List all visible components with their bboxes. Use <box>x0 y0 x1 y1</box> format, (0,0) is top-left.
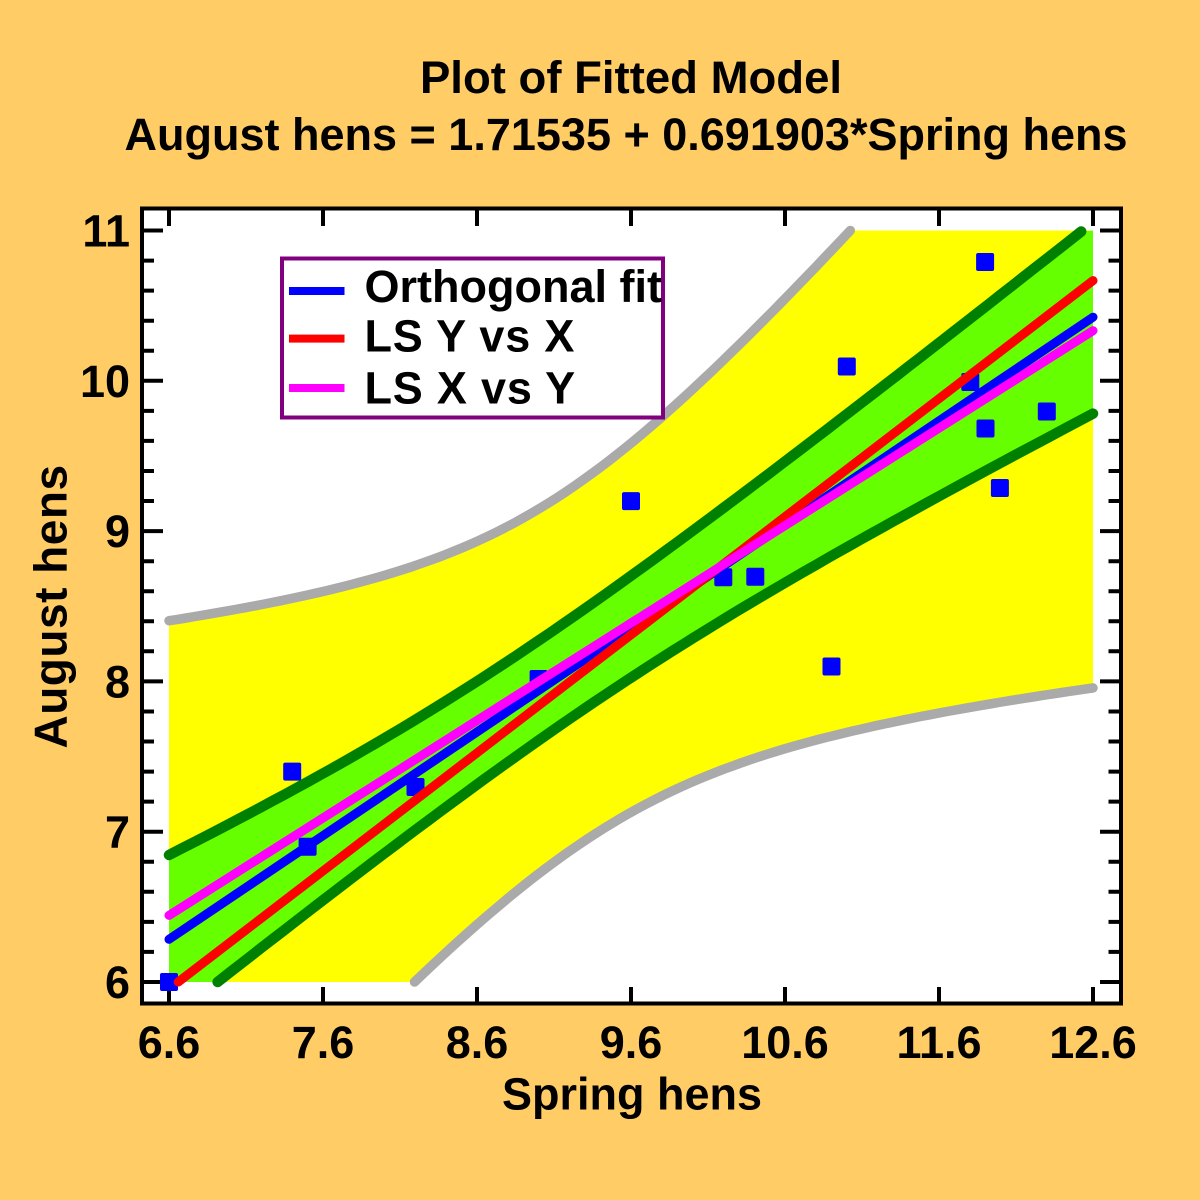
svg-text:Orthogonal fit: Orthogonal fit <box>365 261 662 312</box>
svg-text:9.6: 9.6 <box>600 1017 663 1068</box>
svg-text:10: 10 <box>80 356 130 407</box>
svg-text:8.6: 8.6 <box>446 1017 509 1068</box>
svg-text:7: 7 <box>105 807 130 858</box>
svg-text:6.6: 6.6 <box>138 1017 201 1068</box>
svg-text:Plot of Fitted Model: Plot of Fitted Model <box>420 52 842 103</box>
svg-text:9: 9 <box>105 506 130 557</box>
svg-text:11.6: 11.6 <box>896 1017 981 1068</box>
svg-text:August hens: August hens <box>25 464 77 748</box>
svg-text:8: 8 <box>105 656 130 707</box>
svg-text:LS Y vs X: LS Y vs X <box>365 311 576 362</box>
svg-text:Spring hens: Spring hens <box>502 1069 762 1120</box>
svg-text:7.6: 7.6 <box>292 1017 355 1068</box>
svg-text:LS X vs Y: LS X vs Y <box>365 363 576 414</box>
svg-text:11: 11 <box>82 206 130 257</box>
svg-text:10.6: 10.6 <box>741 1017 829 1068</box>
svg-text:12.6: 12.6 <box>1049 1017 1137 1068</box>
svg-text:August hens = 1.71535 + 0.6919: August hens = 1.71535 + 0.691903*Spring … <box>125 109 1128 160</box>
svg-text:6: 6 <box>105 957 130 1008</box>
